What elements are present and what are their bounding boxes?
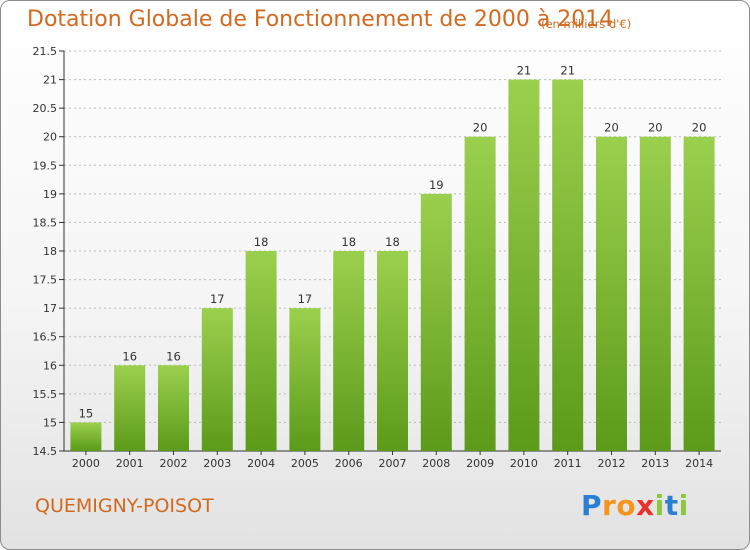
x-tick-label-2014: 2014	[685, 457, 713, 470]
x-tick-label-2008: 2008	[422, 457, 450, 470]
bar-2012	[596, 136, 627, 451]
bar-2004	[245, 251, 277, 451]
data-label-2002: 16	[166, 349, 181, 363]
x-tick-label-2013: 2013	[641, 457, 669, 470]
logo-letter: r	[602, 489, 617, 522]
data-label-2005: 17	[298, 292, 313, 306]
bar-2009	[464, 136, 496, 451]
bar-2005	[289, 308, 321, 451]
x-tick-label-2009: 2009	[466, 457, 494, 470]
y-tick-label: 17.5	[33, 274, 58, 287]
bar-2008	[420, 193, 452, 451]
logo-letter: o	[616, 489, 637, 522]
logo-letter: i	[654, 489, 665, 522]
logo-letter: i	[678, 489, 689, 522]
x-tick-label-2004: 2004	[247, 457, 275, 470]
bar-2002	[158, 365, 189, 451]
bar-2006	[333, 251, 365, 451]
data-label-2009: 20	[473, 121, 488, 135]
data-label-2001: 16	[122, 349, 137, 363]
data-label-2012: 20	[604, 121, 619, 135]
y-tick-label: 20	[43, 131, 57, 144]
bar-2007	[377, 251, 408, 451]
y-tick-label: 19	[43, 188, 57, 201]
chart-subtitle: (en milliers d'€)	[541, 17, 632, 31]
x-tick-label-2012: 2012	[598, 457, 626, 470]
data-label-2000: 15	[79, 406, 94, 420]
data-label-2014: 20	[692, 121, 707, 135]
x-tick-label-2003: 2003	[203, 457, 231, 470]
bar-2003	[201, 308, 233, 451]
bar-2014	[683, 136, 715, 451]
data-label-2013: 20	[648, 121, 663, 135]
y-tick-label: 21.5	[33, 45, 58, 58]
x-tick-label-2011: 2011	[554, 457, 582, 470]
y-tick-label: 14.5	[33, 445, 58, 458]
y-tick-label: 19.5	[33, 159, 58, 172]
axes: 14.5 15 15.5 16 16.5 17 17.5 18 18.5 19 19.5 20 20.5…	[33, 45, 721, 470]
logo-letter: t	[664, 489, 679, 522]
bar-2000	[70, 422, 102, 451]
bar-2001	[114, 365, 146, 451]
data-label-2008: 19	[429, 178, 444, 192]
x-tick-label-2005: 2005	[291, 457, 319, 470]
bars	[70, 79, 715, 452]
bar-2011	[552, 79, 584, 452]
x-tick-label-2002: 2002	[160, 457, 188, 470]
y-tick-label: 17	[43, 302, 57, 315]
x-tick-label-2006: 2006	[335, 457, 363, 470]
y-tick-label: 15.5	[33, 388, 58, 401]
data-label-2011: 21	[560, 64, 575, 78]
y-tick-label: 16	[43, 359, 57, 372]
data-label-2004: 18	[254, 235, 269, 249]
bar-2010	[508, 79, 540, 452]
y-tick-label: 21	[43, 74, 57, 87]
x-tick-label-2001: 2001	[116, 457, 144, 470]
y-tick-label: 18.5	[33, 216, 58, 229]
data-label-2006: 18	[341, 235, 356, 249]
x-tick-label-2007: 2007	[379, 457, 407, 470]
x-tick-label-2010: 2010	[510, 457, 538, 470]
y-tick-label: 15	[43, 416, 57, 429]
y-tick-label: 18	[43, 245, 57, 258]
data-label-2007: 18	[385, 235, 400, 249]
logo-letter: x	[636, 489, 655, 522]
bar-2013	[639, 136, 671, 451]
commune-name: QUEMIGNY-POISOT	[35, 495, 214, 517]
x-tick-label-2000: 2000	[72, 457, 100, 470]
data-label-2010: 21	[517, 64, 532, 78]
y-tick-label: 16.5	[33, 331, 58, 344]
proxiti-logo[interactable]: Proxiti	[581, 489, 689, 522]
logo-letter: P	[581, 489, 603, 522]
data-labels: 15 16 16 17 18 17 18 18 19 20 21 21 20 20 20	[79, 64, 707, 421]
data-label-2003: 17	[210, 292, 225, 306]
y-tick-label: 20.5	[33, 102, 58, 115]
chart-title: Dotation Globale de Fonctionnement de 20…	[27, 7, 614, 32]
